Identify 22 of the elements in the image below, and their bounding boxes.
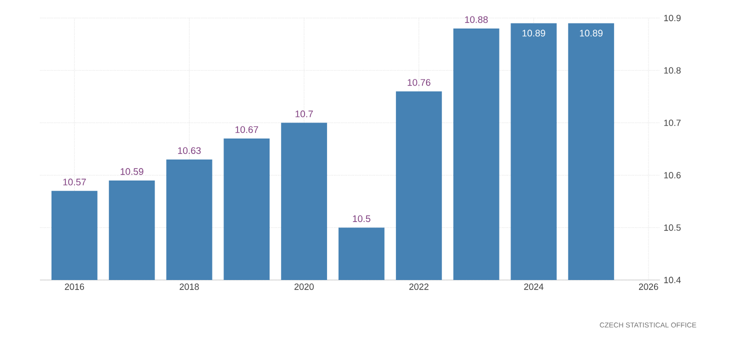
- data-label: 10.88: [465, 16, 488, 23]
- x-tick-label: 2026: [638, 284, 658, 290]
- data-label: 10.63: [178, 147, 201, 154]
- data-label: 10.7: [296, 110, 313, 118]
- data-label: 10.89: [580, 30, 603, 37]
- y-tick-label: 10.5: [664, 224, 681, 231]
- data-label: 10.5: [352, 215, 370, 222]
- data-label: 10.67: [236, 126, 258, 133]
- x-tick-label: 2016: [64, 284, 84, 290]
- y-tick-label: 10.8: [664, 67, 681, 74]
- y-tick-label: 10.4: [664, 276, 681, 284]
- x-tick-label: 2020: [294, 284, 314, 290]
- data-label: 10.59: [120, 168, 144, 175]
- x-tick-label: 2024: [524, 284, 544, 290]
- y-tick-label: 10.6: [664, 172, 681, 178]
- y-tick-label: 10.9: [664, 14, 681, 22]
- x-tick-label: 2018: [180, 284, 199, 290]
- data-label: 10.89: [522, 30, 546, 37]
- y-tick-label: 10.7: [664, 120, 681, 126]
- x-tick-label: 2022: [409, 284, 428, 290]
- data-label: 10.76: [408, 79, 430, 86]
- data-label: 10.57: [63, 178, 86, 186]
